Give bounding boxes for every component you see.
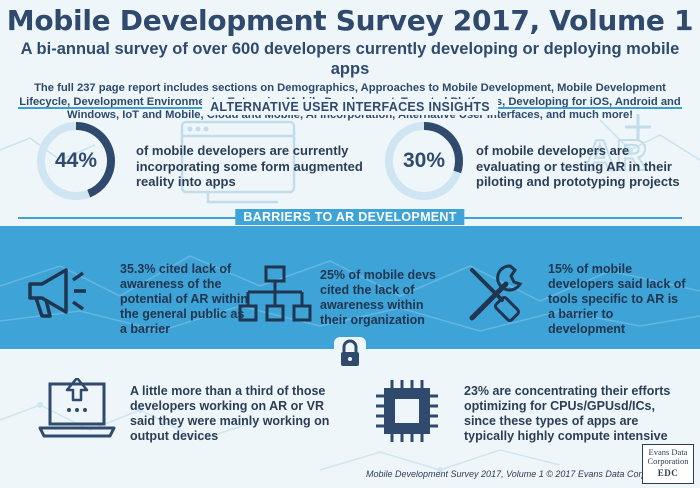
header: Mobile Development Survey 2017, Volume 1…: [0, 0, 700, 121]
org-chart-icon: [238, 265, 312, 322]
band-network-decoration: [0, 255, 700, 332]
section-heading-alt-ui: ALTERNATIVE USER INTERFACES INSIGHTS: [0, 99, 700, 115]
chip-icon: [376, 380, 438, 442]
megaphone-icon: [28, 268, 86, 318]
stat-compute-optimization: 23% are concentrating their efforts opti…: [464, 384, 671, 443]
barrier-stat-tools: 15% of mobile developers said lack of to…: [548, 262, 686, 336]
progress-ring-44: 44%: [34, 119, 118, 203]
page-subtitle: A bi-annual survey of over 600 developer…: [20, 40, 680, 78]
section-heading-barriers: BARRIERS TO AR DEVELOPMENT: [0, 209, 700, 225]
logo-line-3: EDC: [657, 468, 679, 478]
percent-value: 30%: [402, 149, 446, 172]
lock-icon: [341, 339, 359, 366]
progress-ring-30: 30%: [382, 119, 466, 203]
stat-ar-incorporating: of mobile developers are currently incor…: [136, 143, 363, 189]
section-heading-label: BARRIERS TO AR DEVELOPMENT: [235, 209, 465, 225]
laptop-upload-icon: [38, 378, 116, 438]
logo-line-1: Evans Data: [648, 447, 688, 457]
percent-value: 44%: [54, 149, 98, 172]
barrier-stat-organization: 25% of mobile devs cited the lack of awa…: [320, 268, 437, 327]
browser-window-icon: [180, 120, 296, 204]
stat-output-devices: A little more than a third of those deve…: [130, 384, 330, 443]
stat-ar-evaluating: of mobile developers are evaluating or t…: [476, 143, 680, 189]
logo-line-2: Corporation: [647, 456, 689, 466]
barriers-band: 35.3% cited lack of awareness of the pot…: [0, 226, 700, 349]
evans-data-logo: Evans Data Corporation EDC: [642, 444, 694, 484]
ar-icon: AR: [583, 114, 651, 181]
section-heading-label: ALTERNATIVE USER INTERFACES INSIGHTS: [202, 99, 498, 115]
barrier-stat-public: 35.3% cited lack of awareness of the pot…: [120, 262, 248, 336]
page-title: Mobile Development Survey 2017, Volume 1: [6, 4, 694, 37]
copyright-credit: Mobile Development Survey 2017, Volume 1…: [366, 469, 647, 479]
tools-icon: [469, 264, 523, 322]
lock-badge: [334, 337, 366, 371]
